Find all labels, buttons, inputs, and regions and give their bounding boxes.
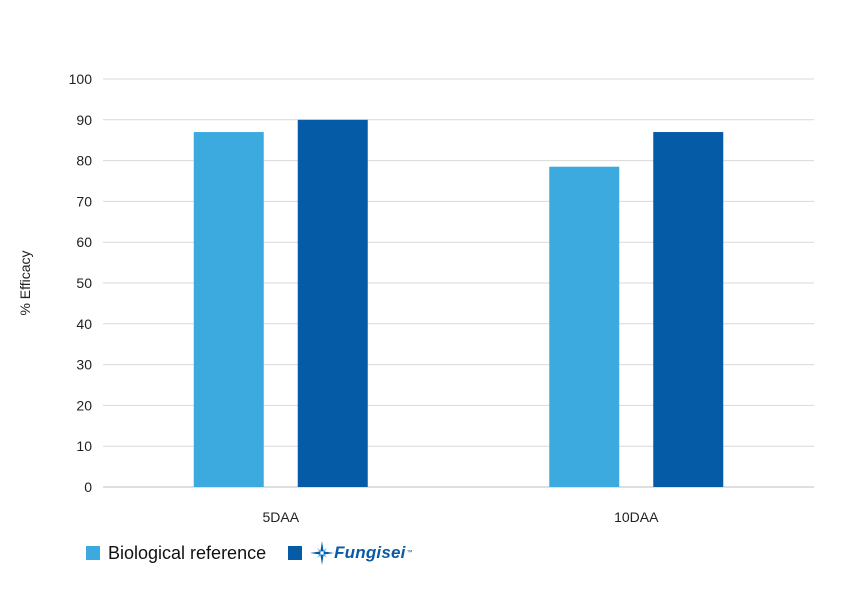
y-tick-label-10: 10 xyxy=(76,438,92,454)
legend-swatch-fungisei xyxy=(288,546,303,560)
x-axis-ticks: 5DAA 10DAA xyxy=(262,509,659,525)
fungisei-logo: Fungisei ™ xyxy=(310,541,413,565)
legend-label-biological-reference: Biological reference xyxy=(108,542,267,563)
star-compass-icon xyxy=(310,541,335,565)
bar-5daa-biological-reference xyxy=(193,132,264,488)
bars xyxy=(193,119,724,488)
legend-label-fungisei: Fungisei xyxy=(334,543,406,562)
y-tick-label-70: 70 xyxy=(76,193,92,209)
legend-swatch-biological-reference xyxy=(86,546,100,560)
y-axis-title: % Efficacy xyxy=(17,250,33,315)
bar-5daa-fungisei xyxy=(297,119,368,488)
legend: Biological reference Fungisei ™ xyxy=(86,540,435,566)
bar-10daa-biological-reference xyxy=(549,166,620,487)
y-tick-label-90: 90 xyxy=(76,112,92,128)
y-tick-label-40: 40 xyxy=(76,316,92,332)
y-axis-ticks: 0 10 20 30 40 50 60 70 80 90 100 xyxy=(69,71,93,495)
y-tick-label-0: 0 xyxy=(84,479,92,495)
x-tick-label-5daa: 5DAA xyxy=(262,509,299,525)
legend-item-fungisei: Fungisei ™ xyxy=(288,541,413,565)
bar-10daa-fungisei xyxy=(653,132,724,488)
y-tick-label-50: 50 xyxy=(76,275,92,291)
legend-item-biological-reference: Biological reference xyxy=(86,543,266,564)
y-tick-label-30: 30 xyxy=(76,357,92,373)
y-tick-label-100: 100 xyxy=(69,71,93,87)
trademark-symbol: ™ xyxy=(406,550,413,556)
x-tick-label-10daa: 10DAA xyxy=(614,509,659,525)
y-tick-label-20: 20 xyxy=(76,397,92,413)
y-tick-label-60: 60 xyxy=(76,234,92,250)
y-tick-label-80: 80 xyxy=(76,153,92,169)
